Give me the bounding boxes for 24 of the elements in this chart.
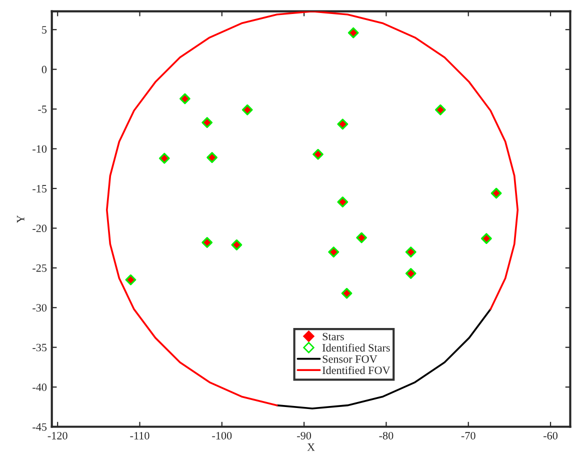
y-tick-label: -40 [32, 384, 47, 392]
y-tick-label: -15 [32, 184, 47, 192]
x-tick-label: -70 [461, 432, 476, 440]
x-tick-label: -110 [130, 432, 150, 440]
legend-label: Stars [322, 332, 344, 340]
y-tick-label: -5 [38, 106, 47, 114]
x-tick-label: -120 [48, 432, 68, 440]
x-tick-label: -90 [297, 432, 312, 440]
y-tick-label: 5 [42, 26, 47, 34]
legend-label: Sensor FOV [322, 355, 378, 363]
x-tick-label: -100 [212, 432, 232, 440]
y-tick-label: 0 [42, 66, 47, 74]
legend-label: Identified FOV [322, 366, 390, 374]
legend-label: Identified Stars [322, 344, 390, 352]
y-tick-label: -20 [32, 224, 47, 232]
y-tick-label: -35 [32, 344, 47, 352]
y-tick-label: -30 [32, 304, 47, 312]
x-tick-label: -60 [544, 432, 558, 440]
y-axis-title: Y [16, 215, 24, 223]
y-tick-label: -25 [32, 264, 47, 272]
x-tick-label: -80 [379, 432, 394, 440]
y-tick-label: -45 [32, 423, 47, 431]
y-tick-label: -10 [32, 145, 47, 153]
x-axis-title: X [307, 444, 315, 451]
